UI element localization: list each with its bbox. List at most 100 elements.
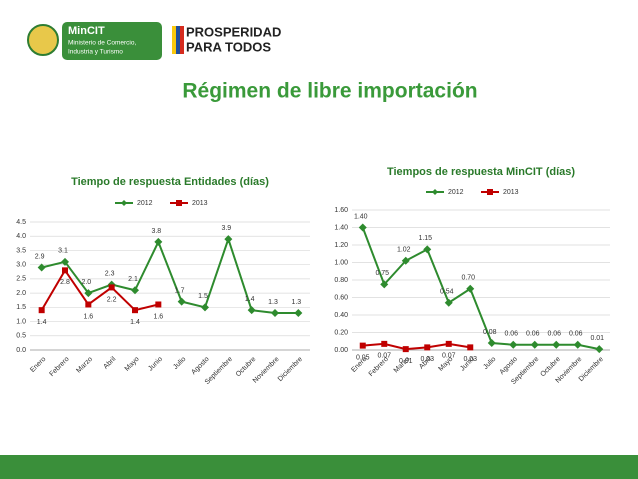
legend-marker xyxy=(121,200,127,206)
marker xyxy=(247,306,256,315)
legend-marker xyxy=(176,200,182,206)
y-tick-label: 1.20 xyxy=(334,242,348,249)
y-tick-label: 0.60 xyxy=(334,294,348,301)
data-label: 0.70 xyxy=(461,275,475,282)
data-label: 0.06 xyxy=(504,331,518,338)
marker xyxy=(131,286,139,295)
legend-marker xyxy=(432,189,438,195)
marker xyxy=(62,267,68,274)
y-tick-label: 2.0 xyxy=(16,290,26,297)
legend-marker xyxy=(487,189,493,195)
marker xyxy=(84,289,93,298)
marker xyxy=(445,340,452,347)
data-label: 0.03 xyxy=(463,356,477,363)
data-label: 1.4 xyxy=(245,296,255,303)
data-label: 0.05 xyxy=(356,354,370,361)
flag-stripe xyxy=(176,26,180,54)
data-label: 0.01 xyxy=(399,358,413,365)
marker xyxy=(177,297,186,306)
data-label: 1.5 xyxy=(198,293,208,300)
marker xyxy=(155,301,162,308)
data-label: 0.75 xyxy=(375,270,389,277)
flag-stripe xyxy=(180,26,184,54)
y-tick-label: 3.0 xyxy=(16,262,26,269)
marker xyxy=(358,223,367,232)
logo-box xyxy=(62,22,162,60)
marker xyxy=(509,340,518,349)
y-tick-label: 3.5 xyxy=(16,247,26,254)
marker xyxy=(108,284,115,291)
data-label: 0.07 xyxy=(442,353,456,360)
y-tick-label: 4.0 xyxy=(16,233,26,240)
data-label: 0.08 xyxy=(483,329,497,336)
series-line xyxy=(40,268,159,312)
slogan: PARA TODOS xyxy=(186,39,271,54)
coat-of-arms xyxy=(27,24,59,56)
flag-stripe xyxy=(172,26,176,54)
marker xyxy=(380,280,389,289)
data-label: 1.40 xyxy=(354,213,368,220)
marker xyxy=(595,345,604,354)
data-label: 0.07 xyxy=(377,353,391,360)
y-tick-label: 1.0 xyxy=(16,318,26,325)
legend-label: 2012 xyxy=(137,200,153,207)
data-label: 2.3 xyxy=(105,270,115,277)
marker xyxy=(381,340,388,347)
marker xyxy=(37,263,46,272)
marker xyxy=(423,245,432,254)
y-tick-label: 1.5 xyxy=(16,304,26,311)
footer-bar xyxy=(0,455,638,479)
marker xyxy=(271,309,279,318)
marker xyxy=(401,256,410,265)
y-tick-label: 0.5 xyxy=(16,333,26,340)
marker xyxy=(573,340,582,349)
data-label: 2.1 xyxy=(128,276,138,283)
data-label: 1.3 xyxy=(268,299,278,306)
logo-name: MinCIT xyxy=(68,25,105,37)
data-label: 1.3 xyxy=(291,299,301,306)
y-tick-label: 4.5 xyxy=(16,219,26,226)
y-tick-label: 0.40 xyxy=(334,312,348,319)
data-label: 0.01 xyxy=(590,335,604,342)
chart-title: Tiempo de respuesta Entidades (días) xyxy=(71,176,269,188)
series-line xyxy=(362,342,471,351)
data-label: 1.6 xyxy=(83,313,93,320)
y-tick-label: 0.80 xyxy=(334,277,348,284)
data-label: 0.54 xyxy=(440,289,454,296)
data-label: 3.8 xyxy=(151,228,161,235)
data-label: 0.06 xyxy=(569,331,583,338)
data-label: 2.8 xyxy=(60,279,70,286)
marker xyxy=(466,284,475,293)
data-label: 2.0 xyxy=(81,279,91,286)
marker xyxy=(530,340,539,349)
marker xyxy=(224,235,233,244)
y-tick-label: 0.0 xyxy=(16,347,26,354)
marker xyxy=(154,237,163,246)
y-tick-label: 1.60 xyxy=(334,207,348,214)
y-tick-label: 1.40 xyxy=(334,224,348,231)
marker xyxy=(359,342,366,349)
marker xyxy=(201,303,209,312)
data-label: 1.4 xyxy=(37,319,47,326)
marker xyxy=(402,346,409,353)
logo-sub: Industria y Turismo xyxy=(68,49,123,56)
y-tick-label: 2.5 xyxy=(16,276,26,283)
legend-label: 2012 xyxy=(448,189,464,196)
y-tick-label: 1.00 xyxy=(334,259,348,266)
slogan: PROSPERIDAD xyxy=(186,24,281,39)
slide-title: Régimen de libre importación xyxy=(182,80,477,103)
data-label: 0.06 xyxy=(547,331,561,338)
data-label: 1.02 xyxy=(397,247,411,254)
data-label: 0.03 xyxy=(420,356,434,363)
data-label: 1.6 xyxy=(153,313,163,320)
marker xyxy=(38,307,45,314)
marker xyxy=(487,339,496,347)
data-label: 2.9 xyxy=(35,253,45,260)
data-label: 3.1 xyxy=(58,248,68,255)
data-label: 1.7 xyxy=(175,287,185,294)
legend-label: 2013 xyxy=(503,189,519,196)
logo-sub: Ministerio de Comercio, xyxy=(68,40,136,47)
marker xyxy=(294,309,303,318)
